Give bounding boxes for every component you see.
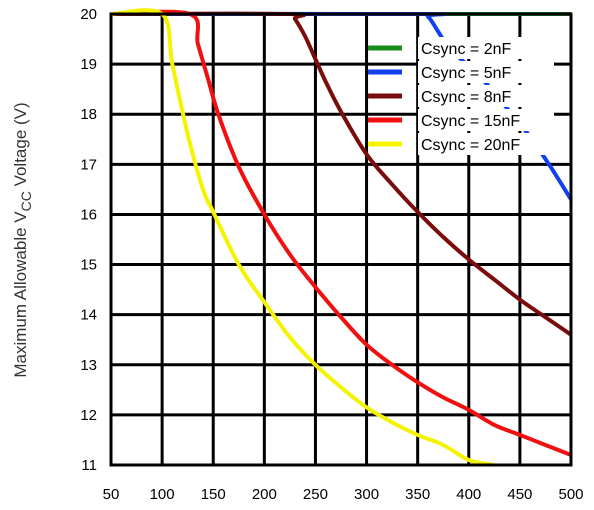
legend-label: Csync = 15nF xyxy=(421,113,520,130)
legend-label-bg xyxy=(418,37,554,59)
y-tick-label: 17 xyxy=(80,156,97,173)
legend-label: Csync = 8nF xyxy=(421,89,511,106)
series-line-3 xyxy=(110,9,572,457)
series-line-4 xyxy=(110,8,495,467)
legend: Csync = 2nF Csync = 5nF Csync = 8nF Csync =… xyxy=(368,37,554,155)
y-axis-ticks: 11 12 13 14 15 16 17 18 19 20 xyxy=(80,6,97,474)
y-axis-label-prefix: Maximum Allowable V xyxy=(11,211,30,378)
x-tick-label: 250 xyxy=(303,486,328,503)
x-axis-ticks: 50 100 150 200 250 300 350 400 450 500 xyxy=(103,486,584,503)
legend-label: Csync = 20nF xyxy=(421,137,520,154)
y-axis-label-suffix: Voltage (V) xyxy=(11,102,30,191)
x-tick-label: 500 xyxy=(558,486,583,503)
x-tick-label: 300 xyxy=(354,486,379,503)
y-tick-label: 15 xyxy=(80,257,97,274)
x-tick-label: 200 xyxy=(252,486,277,503)
legend-label-bg xyxy=(418,61,554,83)
plot-frame xyxy=(109,12,573,467)
legend-label: Csync = 5nF xyxy=(421,65,511,82)
x-tick-label: 450 xyxy=(507,486,532,503)
y-tick-label: 19 xyxy=(80,56,97,73)
x-tick-label: 50 xyxy=(103,486,120,503)
y-tick-label: 11 xyxy=(81,457,97,474)
legend-label-bg xyxy=(418,109,554,131)
y-tick-label: 16 xyxy=(80,206,97,223)
legend-label-bg xyxy=(418,85,554,107)
y-tick-label: 12 xyxy=(80,407,97,424)
x-tick-label: 350 xyxy=(405,486,430,503)
y-tick-label: 20 xyxy=(80,6,97,23)
y-tick-label: 13 xyxy=(80,357,97,374)
x-tick-label: 100 xyxy=(150,486,175,503)
grid xyxy=(111,14,571,465)
x-tick-label: 400 xyxy=(456,486,481,503)
series-line-2 xyxy=(110,11,573,337)
y-tick-label: 18 xyxy=(80,106,97,123)
y-axis-label: Maximum Allowable VCC Voltage (V) xyxy=(11,102,34,377)
legend-label: Csync = 2nF xyxy=(421,41,511,58)
legend-label-bg xyxy=(418,133,554,155)
y-tick-label: 14 xyxy=(80,307,97,324)
y-axis-label-subscript: CC xyxy=(18,191,34,211)
x-tick-label: 150 xyxy=(201,486,226,503)
